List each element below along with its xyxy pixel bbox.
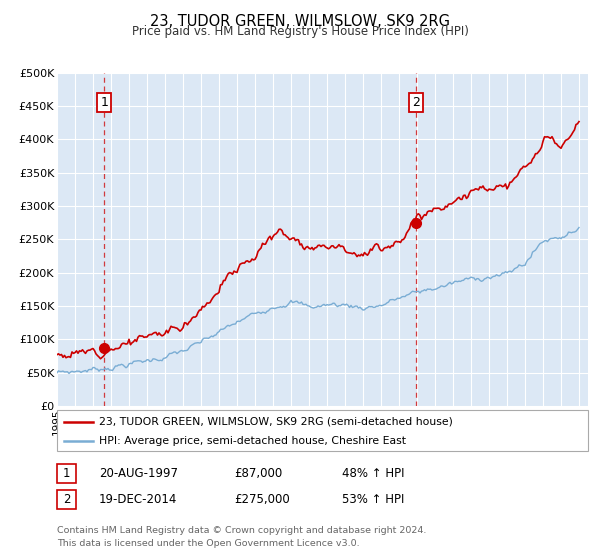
Text: Price paid vs. HM Land Registry's House Price Index (HPI): Price paid vs. HM Land Registry's House … [131,25,469,38]
Text: This data is licensed under the Open Government Licence v3.0.: This data is licensed under the Open Gov… [57,539,359,548]
Text: Contains HM Land Registry data © Crown copyright and database right 2024.: Contains HM Land Registry data © Crown c… [57,526,427,535]
Text: 2: 2 [412,96,420,109]
Text: £275,000: £275,000 [234,493,290,506]
Text: 23, TUDOR GREEN, WILMSLOW, SK9 2RG: 23, TUDOR GREEN, WILMSLOW, SK9 2RG [150,14,450,29]
Text: 19-DEC-2014: 19-DEC-2014 [99,493,178,506]
Text: 53% ↑ HPI: 53% ↑ HPI [342,493,404,506]
Text: 1: 1 [63,466,70,480]
Text: 1: 1 [100,96,108,109]
Text: 23, TUDOR GREEN, WILMSLOW, SK9 2RG (semi-detached house): 23, TUDOR GREEN, WILMSLOW, SK9 2RG (semi… [99,417,453,427]
Text: £87,000: £87,000 [234,466,282,480]
Text: 2: 2 [63,493,70,506]
Text: 48% ↑ HPI: 48% ↑ HPI [342,466,404,480]
Text: 20-AUG-1997: 20-AUG-1997 [99,466,178,480]
Text: HPI: Average price, semi-detached house, Cheshire East: HPI: Average price, semi-detached house,… [99,436,406,446]
